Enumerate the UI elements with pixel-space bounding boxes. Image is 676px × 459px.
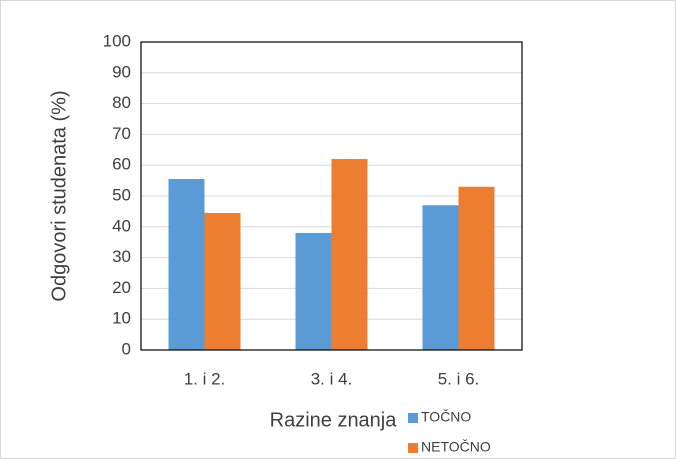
- legend-swatch: [408, 443, 418, 453]
- y-tick-label: 50: [112, 185, 131, 204]
- x-tick-label: 1. i 2.: [184, 369, 226, 388]
- y-tick-label: 40: [112, 216, 131, 235]
- bar: [295, 232, 332, 350]
- bar: [331, 159, 368, 350]
- y-tick-label: 20: [112, 278, 131, 297]
- y-tick-label: 30: [112, 247, 131, 266]
- y-tick-label: 100: [103, 31, 131, 50]
- y-tick-label: 0: [122, 339, 131, 358]
- legend-label: NETOČNO: [421, 439, 491, 455]
- x-axis-label: Razine znanja: [270, 409, 398, 431]
- x-tick-label: 3. i 4.: [311, 369, 353, 388]
- bar: [458, 186, 495, 350]
- y-axis-label: Odgovori studenata (%): [48, 90, 70, 301]
- x-tick-label: 5. i 6.: [438, 369, 480, 388]
- bar: [168, 179, 205, 350]
- legend-swatch: [408, 413, 418, 423]
- y-tick-label: 80: [112, 93, 131, 112]
- bar: [422, 205, 459, 350]
- legend-label: TOČNO: [421, 409, 471, 425]
- bar: [204, 212, 241, 350]
- y-tick-label: 90: [112, 62, 131, 81]
- plot-border: [140, 41, 523, 351]
- y-tick-label: 70: [112, 124, 131, 143]
- y-tick-label: 10: [112, 309, 131, 328]
- y-tick-label: 60: [112, 155, 131, 174]
